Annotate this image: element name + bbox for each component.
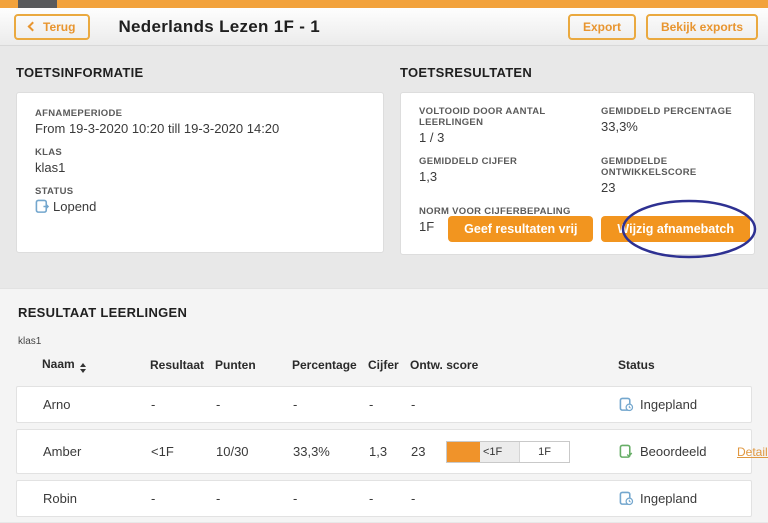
- document-clock-icon: [619, 491, 634, 506]
- top-accent-bar: [0, 0, 768, 8]
- gemiddeld-cijfer-value: 1,3: [419, 169, 438, 184]
- score-bar-left-label: <1F: [483, 445, 503, 458]
- status-text: Ingepland: [640, 397, 698, 412]
- column-header-resultaat: Resultaat: [150, 358, 205, 372]
- browser-tab-indicator: [18, 0, 57, 8]
- ontwikkelscore-label: GEMIDDELDE ONTWIKKELSCORE: [601, 156, 697, 178]
- score-bar-right-label: 1F: [519, 441, 569, 462]
- status-value: Lopend: [53, 199, 97, 214]
- column-header-ontw-score: Ontw. score: [410, 358, 479, 372]
- gemiddeld-percentage-value: 33,3%: [601, 119, 638, 134]
- test-results-heading: TOETSRESULTATEN: [400, 65, 533, 80]
- back-button-label: Terug: [43, 19, 76, 34]
- test-info-heading: TOETSINFORMATIE: [16, 65, 144, 80]
- cell-punten: -: [216, 397, 221, 412]
- view-exports-button[interactable]: Bekijk exports: [645, 13, 758, 40]
- gemiddeld-percentage-label: GEMIDDELD PERCENTAGE: [601, 106, 732, 117]
- back-button[interactable]: Terug: [14, 13, 91, 40]
- cell-resultaat: <1F: [151, 444, 174, 459]
- norm-value: 1F: [419, 219, 435, 234]
- test-overview-section: TOETSINFORMATIE AFNAMEPERIODE From 19-3-…: [0, 46, 768, 288]
- cell-resultaat: -: [151, 397, 156, 412]
- klas-label: KLAS: [35, 147, 63, 158]
- table-row[interactable]: Amber <1F 10/30 33,3% 1,3 23 <1F 1F: [16, 429, 768, 474]
- document-check-icon: [619, 444, 633, 458]
- column-header-naam[interactable]: Naam: [42, 357, 150, 373]
- page-title: Nederlands Lezen 1F - 1: [118, 16, 320, 36]
- cell-naam: Robin: [43, 491, 77, 506]
- afnameperiode-label: AFNAMEPERIODE: [35, 108, 123, 119]
- status-label: STATUS: [35, 186, 74, 197]
- cell-percentage: -: [293, 491, 298, 506]
- cell-ontw-score: -: [411, 491, 416, 506]
- score-level-bar: <1F 1F: [446, 440, 570, 463]
- table-row[interactable]: Arno - - - - - Ingepland: [16, 386, 752, 423]
- cell-punten: -: [216, 491, 221, 506]
- column-header-status: Status: [618, 358, 655, 372]
- column-header-cijfer: Cijfer: [368, 358, 399, 372]
- cell-naam: Arno: [43, 397, 71, 412]
- cell-naam: Amber: [43, 444, 82, 459]
- document-clock-icon: [619, 397, 634, 412]
- test-results-card: VOLTOOID DOOR AANTAL LEERLINGEN 1 / 3 GE…: [400, 92, 757, 259]
- table-header-row: Naam Resultaat Punten Percentage Cijfer …: [16, 357, 752, 373]
- sort-icon[interactable]: [79, 363, 86, 373]
- afnameperiode-value: From 19-3-2020 10:20 till 19-3-2020 14:2…: [35, 121, 280, 136]
- klas-subheading: klas1: [18, 336, 42, 347]
- document-progress-icon: [35, 199, 50, 213]
- student-results-heading: RESULTAAT LEERLINGEN: [18, 305, 188, 320]
- chevron-left-icon: [27, 21, 38, 32]
- cell-resultaat: -: [151, 491, 156, 506]
- cell-ontw-score: 23: [411, 444, 426, 459]
- cell-percentage: 33,3%: [293, 444, 330, 459]
- column-header-punten: Punten: [215, 358, 256, 372]
- details-link[interactable]: Details: [737, 444, 768, 459]
- cell-ontw-score: -: [411, 397, 416, 412]
- status-text: Ingepland: [640, 491, 698, 506]
- release-results-button[interactable]: Geef resultaten vrij: [448, 216, 594, 242]
- status-text: Beoordeeld: [640, 444, 707, 459]
- export-button[interactable]: Export: [567, 13, 636, 40]
- test-info-card: AFNAMEPERIODE From 19-3-2020 10:20 till …: [16, 92, 384, 253]
- ontwikkelscore-value: 23: [601, 180, 616, 195]
- cell-cijfer: -: [369, 491, 374, 506]
- column-header-percentage: Percentage: [292, 358, 357, 372]
- page-header: Terug Nederlands Lezen 1F - 1 Export Bek…: [0, 8, 768, 46]
- cell-cijfer: 1,3: [369, 444, 388, 459]
- edit-batch-button[interactable]: Wijzig afnamebatch: [601, 216, 750, 242]
- voltooid-label: VOLTOOID DOOR AANTAL LEERLINGEN: [419, 106, 546, 128]
- cell-percentage: -: [293, 397, 298, 412]
- gemiddeld-cijfer-label: GEMIDDELD CIJFER: [419, 156, 518, 167]
- norm-label: NORM VOOR CIJFERBEPALING: [419, 206, 571, 217]
- score-fill: [447, 441, 480, 462]
- cell-cijfer: -: [369, 397, 374, 412]
- voltooid-value: 1 / 3: [419, 130, 445, 145]
- cell-punten: 10/30: [216, 444, 249, 459]
- table-row[interactable]: Robin - - - - - Ingepland: [16, 480, 752, 517]
- klas-value: klas1: [35, 160, 66, 175]
- student-results-section: RESULTAAT LEERLINGEN klas1 Naam Resultaa…: [0, 288, 768, 522]
